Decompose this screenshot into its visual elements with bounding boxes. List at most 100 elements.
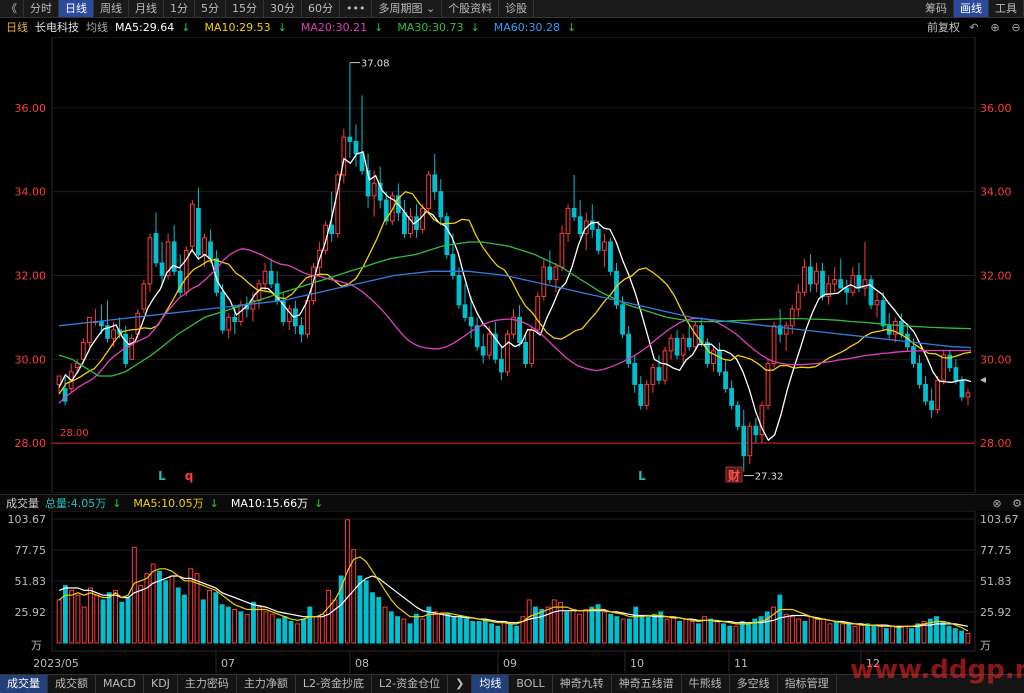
arrow-down-icon: ↓	[277, 20, 287, 34]
period-tab[interactable]: 15分	[226, 0, 264, 17]
ma60-text: MA60:30.28	[493, 20, 560, 34]
indicator-tab[interactable]: L2-资金抄底	[296, 675, 373, 693]
volume-bar	[244, 613, 250, 644]
volume-bar	[489, 623, 495, 644]
volume-bar	[551, 599, 557, 644]
overlay-tab[interactable]: 牛熊线	[682, 675, 730, 693]
volume-bar	[714, 620, 720, 644]
volume-bar	[370, 592, 375, 644]
volume-ma5-line	[58, 556, 969, 632]
volume-bar	[282, 616, 288, 644]
toolbar-right-button[interactable]: 筹码	[919, 0, 954, 17]
kline-chart[interactable]: 36.00 36.00 34.00 34.00 32.00 32.00 30.00 30.00…	[0, 37, 1024, 493]
indicator-tab[interactable]: 主力密码	[178, 675, 237, 693]
candle-body	[505, 333, 510, 373]
ma20-line	[58, 248, 971, 404]
indicator-tab[interactable]: 成交额	[48, 675, 96, 693]
arrow-right-icon[interactable]: ❯	[448, 675, 473, 693]
x-tick-label: 11	[734, 657, 748, 670]
volume-bar	[840, 623, 845, 644]
indicator-tab[interactable]: 成交量	[0, 675, 48, 693]
arrow-down-icon: ↓	[112, 497, 122, 510]
volume-bar	[88, 587, 93, 644]
period-tab[interactable]: 60分	[302, 0, 340, 17]
volume-bar	[764, 611, 770, 644]
arrow-down-icon: ↓	[181, 20, 191, 34]
candle-body	[535, 295, 541, 331]
settings-icon[interactable]: ⚙	[1012, 496, 1022, 510]
diagnose-button[interactable]: 诊股	[499, 0, 535, 17]
volume-bar	[344, 519, 350, 644]
indicator-tab[interactable]: 主力净额	[237, 675, 296, 693]
overlay-tab[interactable]: 神奇九转	[553, 675, 612, 693]
period-tab[interactable]: 日线	[59, 0, 94, 17]
volume-bar	[307, 606, 313, 644]
volume-bar	[225, 606, 231, 644]
candle-body	[371, 182, 377, 197]
x-tick-label: 10	[630, 657, 644, 670]
zoom-in-icon[interactable]: ⊕	[990, 20, 1000, 34]
volume-bar	[721, 623, 726, 644]
candle-body	[923, 383, 928, 402]
close-icon[interactable]: ⊗	[992, 496, 1002, 510]
candle-body	[801, 266, 807, 293]
volume-chart[interactable]: 103.67 103.67 77.75 77.75 51.83 51.83 25.92 25.…	[0, 511, 1024, 674]
indicator-tab[interactable]: MACD	[96, 675, 144, 693]
candle-body	[499, 358, 504, 373]
period-tab[interactable]: 周线	[94, 0, 129, 17]
volume-bar	[313, 616, 319, 644]
volume-unit-right: 万	[980, 639, 991, 652]
period-tab[interactable]: 1分	[164, 0, 195, 17]
adjust-label[interactable]: 前复权	[927, 21, 960, 34]
candle-body	[759, 404, 765, 436]
overlay-tab[interactable]: 多空线	[730, 675, 778, 693]
overlay-tabs: 均线 BOLL 神奇九转 神奇五线谱 牛熊线 多空线 指标管理	[472, 675, 837, 693]
toolbar-right-button[interactable]: 工具	[989, 0, 1024, 17]
overlay-tab[interactable]: 神奇五线谱	[612, 675, 682, 693]
candle-body	[753, 425, 759, 436]
volume-bar	[702, 616, 708, 644]
volume-bar	[532, 606, 538, 644]
overlay-tab[interactable]: BOLL	[509, 675, 553, 693]
candle-body	[299, 325, 304, 335]
chevron-down-icon: ⌄	[425, 2, 436, 15]
volume-bar	[81, 606, 87, 644]
overlay-tab[interactable]: 指标管理	[778, 675, 837, 693]
period-tab[interactable]: 分时	[24, 0, 59, 17]
undo-icon[interactable]: ↶	[969, 20, 979, 34]
candle-body	[929, 400, 934, 411]
candle-body	[523, 342, 528, 364]
volume-bar	[514, 625, 520, 644]
indicator-tab[interactable]: KDJ	[144, 675, 178, 693]
period-tab[interactable]: 30分	[264, 0, 302, 17]
candle-body	[420, 207, 425, 230]
event-marker: q	[185, 469, 194, 483]
candle-body	[680, 337, 686, 356]
volume-bar	[200, 599, 206, 644]
volume-bar	[545, 606, 551, 644]
ma-label[interactable]: 均线	[86, 21, 108, 34]
y-tick-label: 34.00	[15, 186, 47, 199]
candle-body	[226, 316, 232, 331]
volume-ma5-text: MA5:10.05万	[133, 497, 204, 510]
zoom-out-icon[interactable]: ⊖	[1011, 20, 1021, 34]
volume-bar	[451, 616, 457, 644]
toolbar-right-button[interactable]: 画线	[954, 0, 989, 17]
finance-marker-bg	[725, 466, 743, 483]
candle-body	[595, 228, 601, 251]
overlay-tab[interactable]: 均线	[472, 675, 510, 693]
period-tab[interactable]: 月线	[129, 0, 164, 17]
stock-info-button[interactable]: 个股资料	[442, 0, 500, 17]
more-button[interactable]: •••	[340, 0, 373, 17]
volume-bar	[100, 599, 106, 644]
volume-bar	[752, 618, 758, 644]
back-button[interactable]: 《	[0, 0, 24, 17]
candle-body	[820, 270, 825, 297]
candle-body	[159, 262, 165, 276]
candle-body	[577, 216, 583, 235]
period-tab[interactable]: 5分	[195, 0, 226, 17]
indicator-tab[interactable]: L2-资金仓位	[372, 675, 449, 693]
ma-info-bar: 日线 长电科技 均线 MA5:29.64 ↓ MA10:29.53 ↓ MA20:3…	[0, 18, 1024, 36]
arrow-down-icon: ↓	[566, 20, 577, 34]
multi-period-button[interactable]: 多周期图 ⌄	[372, 0, 443, 17]
